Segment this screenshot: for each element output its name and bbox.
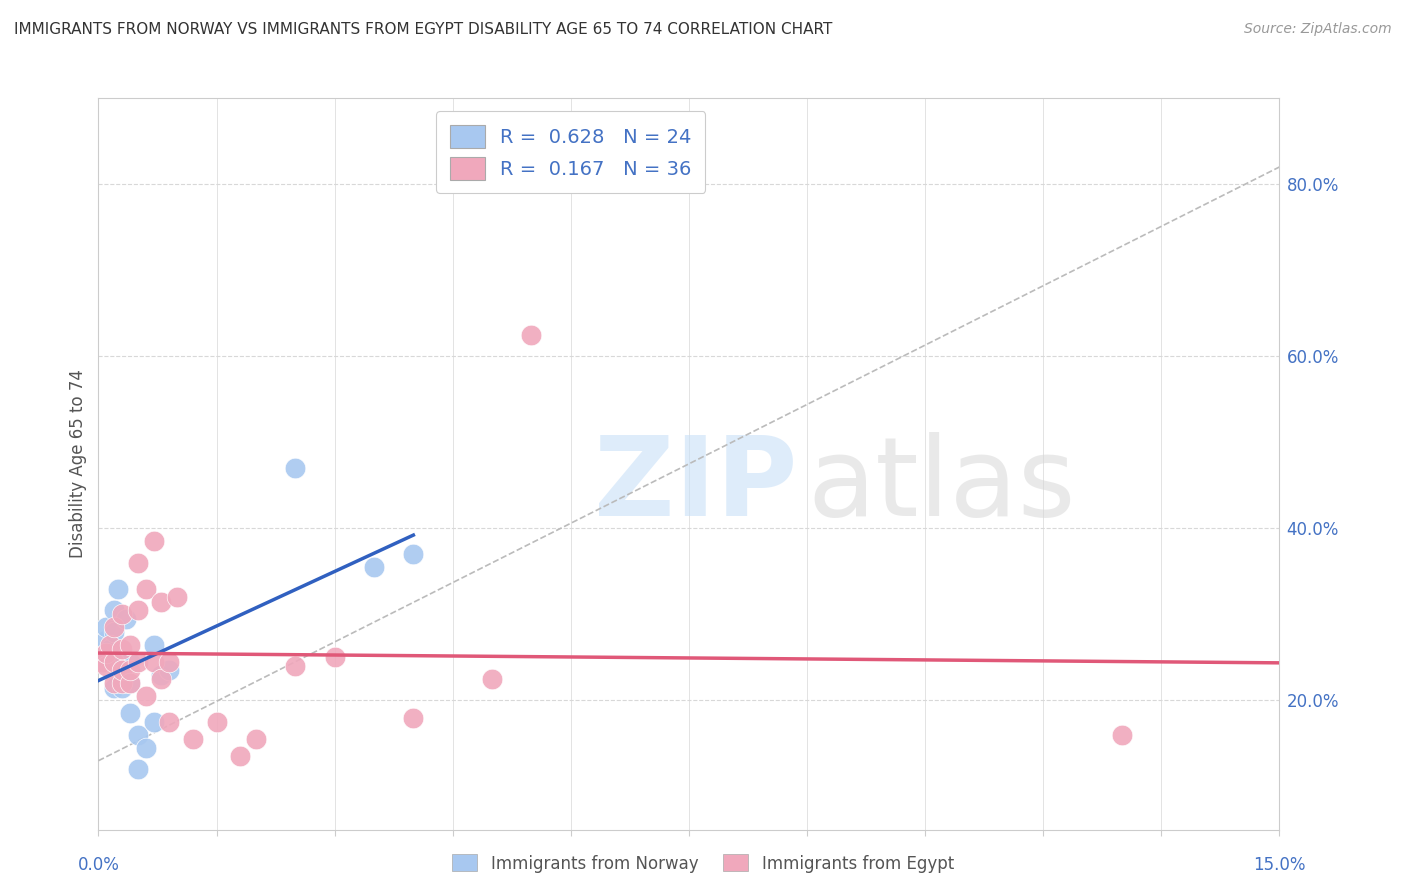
Point (284, 461, 307, 475)
Point (127, 762, 149, 776)
Legend: Immigrants from Norway, Immigrants from Egypt: Immigrants from Norway, Immigrants from … (446, 847, 960, 880)
Legend: R =  0.628   N = 24, R =  0.167   N = 36: R = 0.628 N = 24, R = 0.167 N = 36 (436, 112, 706, 194)
Point (127, 603, 149, 617)
Point (111, 676, 134, 690)
Point (135, 740, 157, 755)
Point (142, 638, 165, 652)
Point (91, 655, 114, 669)
Text: atlas: atlas (807, 433, 1076, 540)
Point (98, 638, 121, 652)
Point (96, 646, 118, 660)
Text: ZIP: ZIP (595, 433, 797, 540)
Point (229, 749, 252, 764)
Text: Source: ZipAtlas.com: Source: ZipAtlas.com (1244, 22, 1392, 37)
Point (118, 655, 141, 669)
Point (115, 612, 138, 626)
Y-axis label: Disability Age 65 to 74: Disability Age 65 to 74 (69, 369, 87, 558)
Point (103, 624, 125, 639)
Point (107, 582, 129, 596)
Point (111, 664, 134, 678)
Point (127, 556, 149, 570)
Point (118, 664, 141, 678)
Point (402, 711, 425, 725)
Point (127, 655, 149, 669)
Point (157, 655, 180, 669)
Text: 0.0%: 0.0% (77, 855, 120, 873)
Point (118, 676, 141, 690)
Point (98, 641, 121, 656)
Point (91, 655, 114, 669)
Point (96, 620, 118, 634)
Point (135, 582, 157, 596)
Point (245, 732, 267, 747)
Point (481, 672, 503, 686)
Point (118, 638, 141, 652)
Point (127, 728, 149, 742)
Point (111, 655, 134, 669)
Point (103, 603, 125, 617)
Point (205, 714, 228, 729)
Point (1111, 728, 1133, 742)
Point (142, 534, 165, 549)
Point (166, 591, 188, 605)
Point (150, 594, 173, 608)
Point (96, 659, 118, 673)
Point (103, 620, 125, 634)
Point (118, 676, 141, 690)
Point (142, 714, 165, 729)
Point (181, 732, 204, 747)
Point (111, 641, 134, 656)
Point (118, 706, 141, 721)
Text: 15.0%: 15.0% (1253, 855, 1306, 873)
Point (135, 689, 157, 703)
Point (323, 650, 346, 665)
Text: IMMIGRANTS FROM NORWAY VS IMMIGRANTS FROM EGYPT DISABILITY AGE 65 TO 74 CORRELAT: IMMIGRANTS FROM NORWAY VS IMMIGRANTS FRO… (14, 22, 832, 37)
Point (157, 664, 180, 678)
Point (96, 633, 118, 648)
Point (111, 681, 134, 695)
Point (150, 667, 173, 681)
Point (520, 327, 543, 342)
Point (103, 655, 125, 669)
Point (363, 560, 385, 574)
Point (142, 655, 165, 669)
Point (111, 607, 134, 622)
Point (402, 547, 425, 561)
Point (103, 676, 125, 690)
Point (284, 659, 307, 673)
Point (150, 672, 173, 686)
Point (157, 714, 180, 729)
Point (103, 681, 125, 695)
